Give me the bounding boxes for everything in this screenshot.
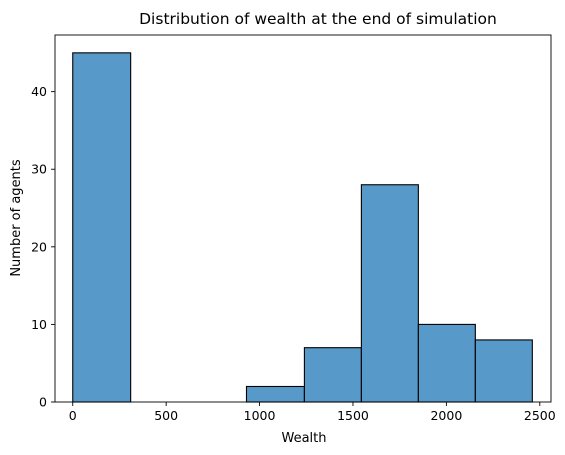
y-axis-ticks: 0 10 20 30 40 (31, 84, 55, 410)
x-tick-label: 0 (69, 408, 77, 423)
x-tick-label: 500 (154, 408, 178, 423)
x-axis-label: Wealth (281, 431, 326, 446)
histogram-bar (303, 347, 362, 403)
x-tick-label: 2500 (524, 408, 556, 423)
histogram-bar (72, 52, 132, 403)
plot-frame (54, 34, 552, 403)
x-tick-label: 2000 (430, 408, 462, 423)
y-tick-label: 0 (39, 395, 47, 410)
histogram-bar (417, 323, 476, 403)
y-tick-label: 20 (31, 239, 47, 254)
y-tick-label: 40 (31, 84, 47, 99)
y-tick-label: 30 (31, 162, 47, 177)
x-axis-ticks: 0 500 1000 1500 2000 2500 (69, 402, 556, 423)
x-tick-label: 1000 (244, 408, 276, 423)
bars-layer (72, 52, 533, 403)
histogram-bar (360, 184, 419, 403)
histogram-bar (474, 339, 533, 403)
chart-title: Distribution of wealth at the end of sim… (139, 10, 497, 28)
x-tick-label: 1500 (337, 408, 369, 423)
histogram-bar (245, 385, 305, 403)
y-tick-label: 10 (31, 317, 47, 332)
y-axis-label: Number of agents (9, 159, 24, 277)
